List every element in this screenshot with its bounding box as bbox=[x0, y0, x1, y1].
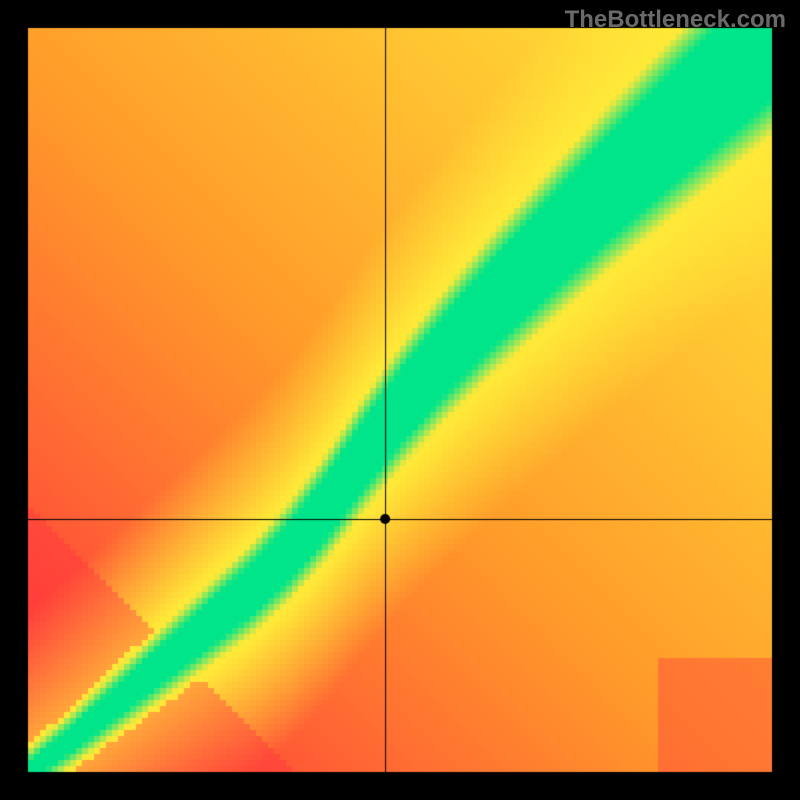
watermark-text: TheBottleneck.com bbox=[565, 6, 786, 34]
chart-root: TheBottleneck.com bbox=[0, 0, 800, 800]
bottleneck-heatmap bbox=[0, 0, 800, 800]
